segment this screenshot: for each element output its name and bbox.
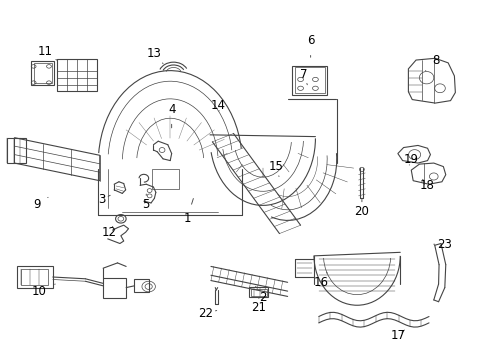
Bar (294, 67, 324, 93)
Text: 7: 7 (300, 68, 307, 85)
Text: 4: 4 (167, 103, 175, 128)
Text: 10: 10 (32, 284, 55, 298)
Bar (134, 279, 148, 292)
Bar (251, 289, 266, 296)
Text: 12: 12 (102, 226, 117, 239)
Text: 8: 8 (425, 54, 439, 71)
Text: 6: 6 (306, 34, 314, 57)
Text: 21: 21 (251, 298, 266, 314)
Text: 16: 16 (313, 273, 328, 289)
Text: 3: 3 (98, 193, 110, 206)
Text: 19: 19 (403, 153, 418, 166)
Bar (152, 170, 179, 189)
Text: 2: 2 (255, 287, 266, 303)
Bar (17, 266, 53, 288)
Bar (249, 287, 268, 297)
Text: 5: 5 (142, 194, 150, 211)
Text: 17: 17 (389, 329, 405, 342)
Text: 20: 20 (354, 199, 368, 217)
Text: 11: 11 (38, 45, 57, 60)
Bar (57, 59, 97, 91)
Text: 23: 23 (433, 238, 451, 251)
Text: 22: 22 (197, 307, 216, 320)
Text: 9: 9 (33, 197, 48, 211)
Text: 15: 15 (267, 160, 283, 176)
Bar (31, 61, 54, 85)
Bar (7, 138, 26, 163)
Bar (34, 63, 52, 83)
Text: 14: 14 (210, 99, 225, 112)
Bar (20, 269, 48, 285)
Text: 1: 1 (183, 198, 193, 225)
Text: 18: 18 (419, 179, 434, 192)
Text: 13: 13 (147, 47, 163, 64)
Bar (292, 66, 326, 95)
Bar (103, 278, 126, 298)
